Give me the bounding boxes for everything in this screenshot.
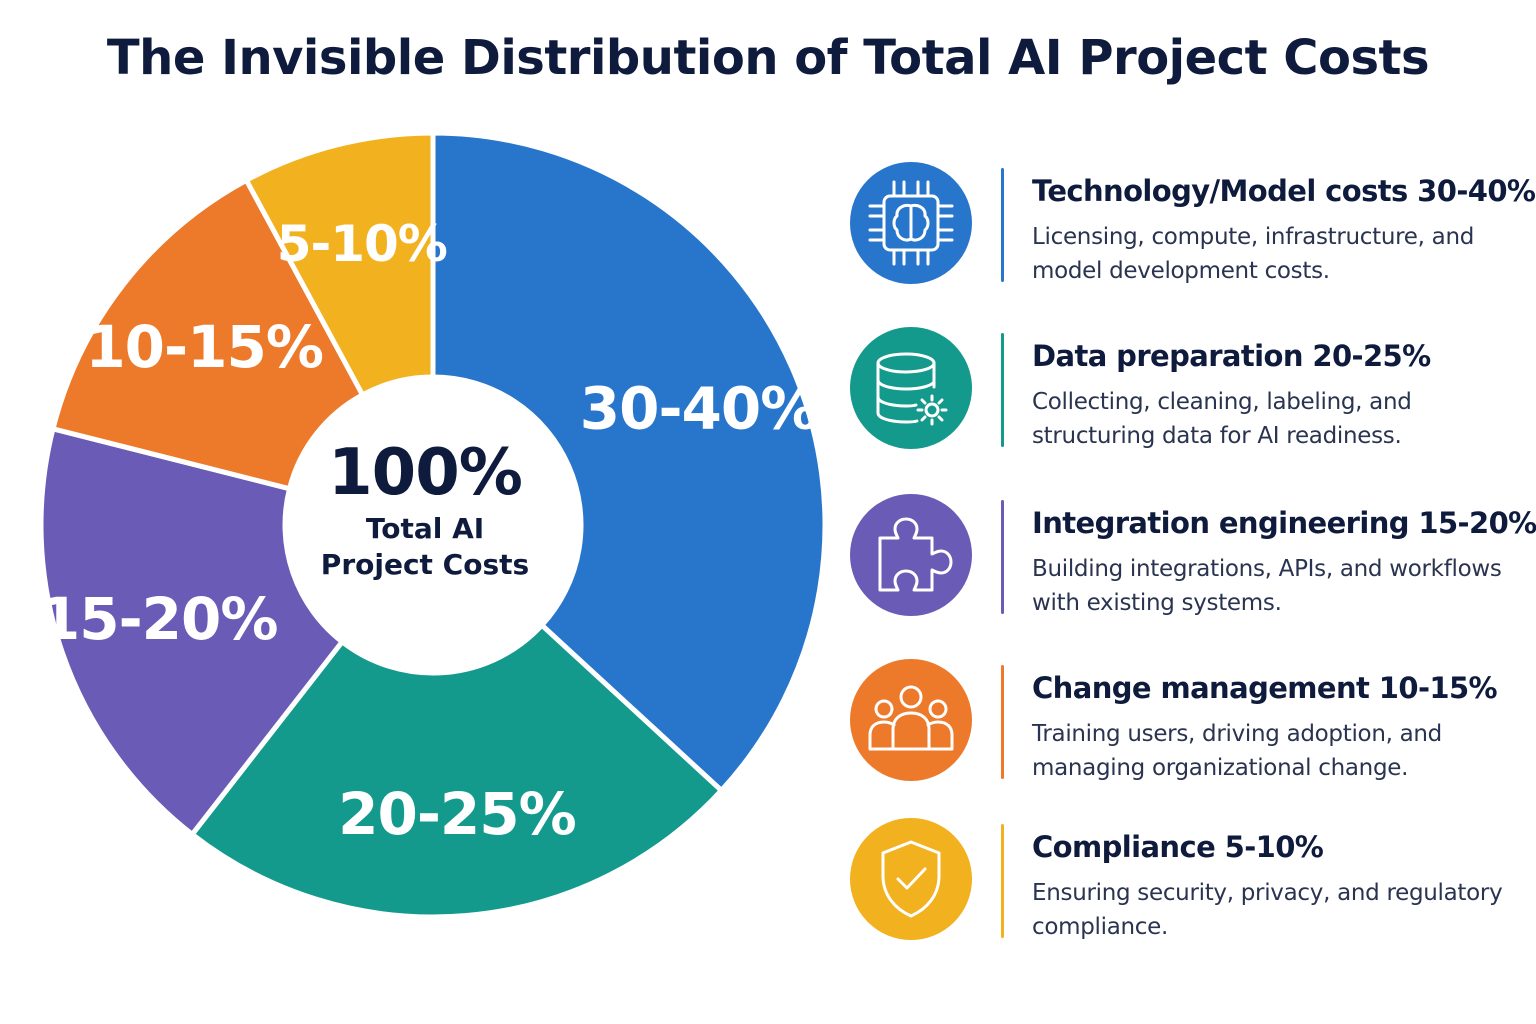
- center-label: Total AI Project Costs: [320, 512, 530, 581]
- legend-description: Collecting, cleaning, labeling, and stru…: [1032, 389, 1412, 449]
- database-gear-icon: [850, 327, 972, 449]
- center-value: 100%: [328, 436, 523, 510]
- legend-divider: [1001, 665, 1004, 779]
- legend-item-data-preparation: Data preparation 20-25% Collecting, clea…: [850, 325, 1520, 455]
- legend-divider: [1001, 168, 1004, 282]
- legend-title: Change management 10-15%: [1032, 671, 1498, 705]
- shield-check-icon: [850, 818, 972, 940]
- legend-title: Compliance 5-10%: [1032, 830, 1324, 864]
- chart-title: The Invisible Distribution of Total AI P…: [106, 30, 1430, 86]
- chip-brain-icon: [850, 162, 972, 284]
- legend-item-integration: Integration engineering 15-20% Building …: [850, 492, 1536, 622]
- legend-item-change-management: Change management 10-15% Training users,…: [850, 657, 1520, 787]
- legend-description: Training users, driving adoption, and ma…: [1032, 721, 1442, 781]
- slice-label-2: 20-25%: [338, 780, 576, 848]
- legend-description: Licensing, compute, infrastructure, and …: [1032, 224, 1475, 284]
- legend-description: Ensuring security, privacy, and regulato…: [1032, 880, 1503, 940]
- legend-item-compliance: Compliance 5-10% Ensuring security, priv…: [850, 816, 1520, 946]
- legend-title: Technology/Model costs 30-40%: [1032, 174, 1536, 208]
- donut-center: 100% Total AI Project Costs: [275, 435, 575, 583]
- slice-label-5: 5-10%: [277, 215, 447, 273]
- slice-label-4: 10-15%: [85, 313, 323, 381]
- legend-divider: [1001, 824, 1004, 938]
- slice-label-3: 15-20%: [40, 585, 278, 653]
- donut-hole: [285, 377, 581, 673]
- legend-title: Integration engineering 15-20%: [1032, 506, 1536, 540]
- people-group-icon: [850, 659, 972, 781]
- legend-divider: [1001, 333, 1004, 447]
- legend-item-technology: Technology/Model costs 30-40% Licensing,…: [850, 160, 1536, 290]
- legend-title: Data preparation 20-25%: [1032, 339, 1431, 373]
- legend-divider: [1001, 500, 1004, 614]
- slice-label-1: 30-40%: [580, 375, 818, 443]
- legend-description: Building integrations, APIs, and workflo…: [1032, 556, 1502, 616]
- puzzle-piece-icon: [850, 494, 972, 616]
